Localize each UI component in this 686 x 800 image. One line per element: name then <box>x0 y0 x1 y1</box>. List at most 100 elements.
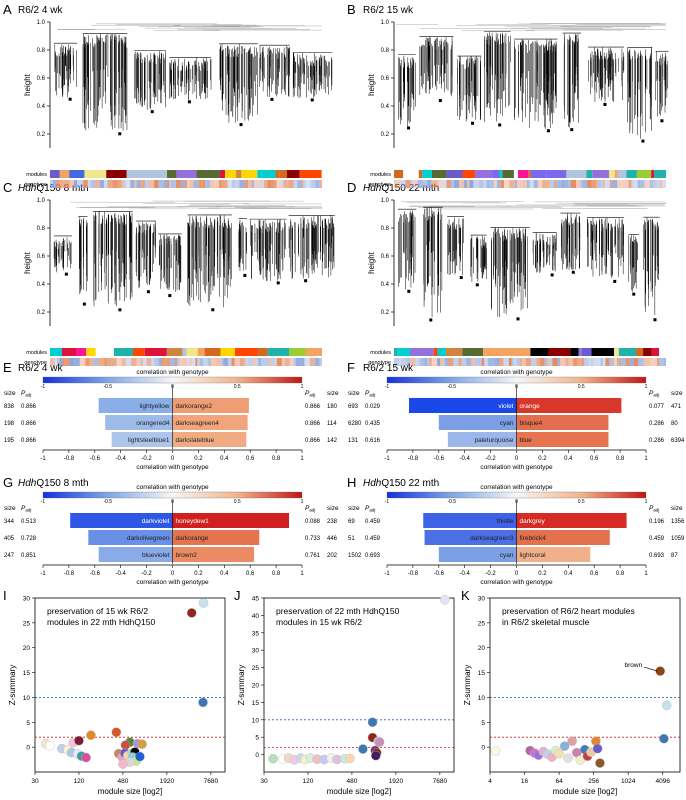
colorbar-tick-label: 1 <box>645 384 648 390</box>
genotype-color-segment <box>410 358 416 366</box>
dendrogram-panel-D: 1.0 0.8 0.6 0.4 0.2 height modules genotype <box>367 198 666 366</box>
module-point <box>592 743 603 754</box>
module-point <box>554 748 564 759</box>
genotype-color-segment <box>620 358 626 366</box>
genotype-color-segment <box>197 358 201 366</box>
module-point <box>86 730 96 741</box>
y-tick-label: 40 <box>252 613 260 620</box>
x-axis-label: module size [log2] <box>98 787 162 796</box>
module-padj-right: 0.761 <box>305 553 321 559</box>
genotype-color-segment <box>140 180 145 188</box>
module-padj-right: 0.286 <box>649 438 665 444</box>
module-color-segment <box>86 348 96 356</box>
colorbar-tick-label: 1 <box>301 384 304 390</box>
y-tick-label: 10 <box>252 717 260 724</box>
plot-frame <box>489 597 681 773</box>
genotype-color-segment <box>582 358 584 366</box>
genotype-color-segment <box>419 358 425 366</box>
genotype-color-segment <box>220 358 224 366</box>
dendrogram-leaf-block <box>470 121 474 125</box>
module-name-negative: lightsteelblue1 <box>128 437 170 444</box>
genotype-color-segment <box>305 180 311 188</box>
genotype-color-segment <box>427 358 430 366</box>
dendrogram-leaf-block <box>211 308 215 312</box>
genotype-color-segment <box>170 180 176 188</box>
x-tick-label: -0.2 <box>141 571 152 577</box>
correlation-bar-negative <box>424 530 517 545</box>
genotype-color-segment <box>400 180 406 188</box>
y-tick-label: 1.0 <box>37 20 46 26</box>
module-size-right: 202 <box>327 553 338 559</box>
genotype-color-segment <box>487 358 494 366</box>
module-padj-left: 0.616 <box>365 438 381 444</box>
module-color-segment <box>257 348 268 356</box>
module-color-segment <box>506 348 531 356</box>
module-point <box>186 608 197 618</box>
genotype-color-segment <box>552 358 558 366</box>
panel-title-D-italic: Hdh <box>363 183 382 194</box>
genotype-color-segment <box>580 180 583 188</box>
genotype-color-segment <box>640 180 645 188</box>
module-color-segment <box>305 348 313 356</box>
x-tick-label: -1 <box>40 571 46 577</box>
genotype-color-segment <box>170 358 175 366</box>
genotype-color-segment <box>297 180 302 188</box>
module-padj-left: 0.866 <box>21 404 37 410</box>
y-tick-label: 0.4 <box>37 104 46 110</box>
colorbar <box>42 376 303 384</box>
module-size-left: 6280 <box>348 421 362 427</box>
module-name-positive: lightcoral <box>520 552 547 559</box>
dendrogram-leaf-block <box>150 110 154 114</box>
y-tick-label: 0.2 <box>381 132 390 138</box>
genotype-color-segment <box>301 180 304 188</box>
y-axis-label: height <box>23 251 32 274</box>
dendrogram-leaf-block <box>653 318 657 322</box>
x-tick-label: 30 <box>31 778 39 785</box>
module-size-left: 405 <box>4 536 15 542</box>
genotype-color-segment <box>466 358 472 366</box>
correlation-bar-positive <box>516 432 609 447</box>
module-color-segment <box>279 170 288 178</box>
genotype-row-label: genotype <box>368 182 391 188</box>
genotype-color-segment <box>87 180 91 188</box>
genotype-color-segment <box>95 180 100 188</box>
module-size-left: 69 <box>348 519 355 525</box>
genotype-color-segment <box>234 180 240 188</box>
genotype-color-segment <box>544 358 547 366</box>
dendrogram-leaf-block <box>603 102 607 106</box>
genotype-color-segment <box>263 180 266 188</box>
module-size-left: 51 <box>348 536 355 542</box>
module-size-left: 198 <box>4 421 15 427</box>
genotype-color-segment <box>438 180 443 188</box>
y-tick-label: 10 <box>478 695 486 702</box>
genotype-color-segment <box>125 180 131 188</box>
dendrogram-leaf-block <box>304 279 308 283</box>
genotype-color-segment <box>395 180 401 188</box>
genotype-color-segment <box>440 358 444 366</box>
module-name-positive: blue <box>520 437 533 444</box>
genotype-color-segment <box>400 358 404 366</box>
genotype-color-segment <box>431 180 437 188</box>
genotype-color-segment <box>276 180 282 188</box>
module-color-segment <box>69 170 85 178</box>
genotype-color-segment <box>498 358 504 366</box>
module-color-segment <box>197 348 205 356</box>
correlation-bar-positive <box>172 547 255 562</box>
genotype-color-segment <box>253 180 260 188</box>
genotype-color-segment <box>612 358 615 366</box>
y-tick-label: 25 <box>252 665 260 672</box>
module-color-segment <box>513 170 519 178</box>
x-tick-label: 64 <box>555 778 563 785</box>
module-padj-right: 0.866 <box>305 404 321 410</box>
modules-row-label: modules <box>26 172 47 178</box>
genotype-color-segment <box>195 358 198 366</box>
module-color-segment <box>144 348 167 356</box>
genotype-color-segment <box>394 180 396 188</box>
correlation-bar-negative <box>88 530 173 545</box>
genotype-color-segment <box>655 180 660 188</box>
x-tick-label: 0.2 <box>194 456 203 462</box>
x-tick-label: -0.4 <box>116 456 127 462</box>
genotype-color-segment <box>57 358 60 366</box>
dendrogram-leaf-block <box>243 273 247 277</box>
genotype-color-segment <box>167 180 169 188</box>
